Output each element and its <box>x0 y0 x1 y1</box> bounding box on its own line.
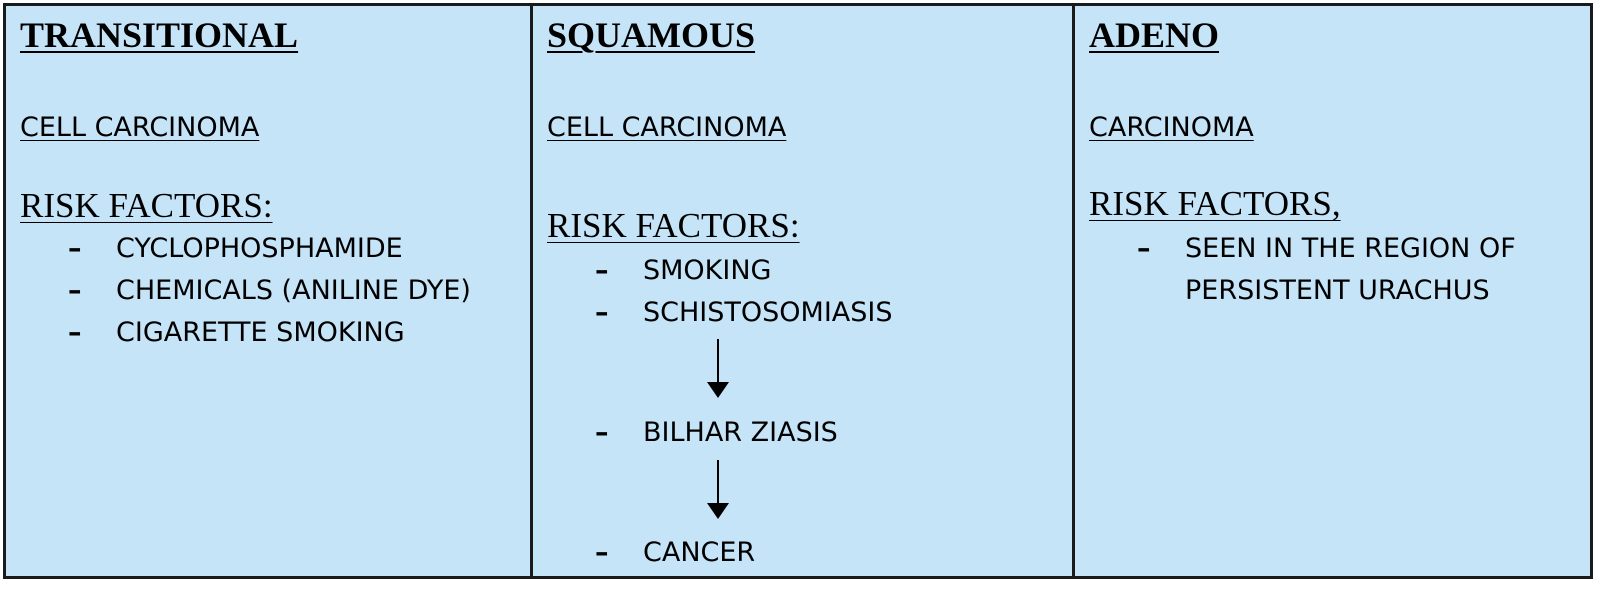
dash-bullet: – <box>68 275 82 306</box>
column-adeno: ADENO CARCINOMA RISK FACTORS, – SEEN IN … <box>1075 6 1590 576</box>
dash-bullet: – <box>595 417 609 448</box>
column-subtitle: CARCINOMA <box>1089 112 1254 143</box>
list-item: – SEEN IN THE REGION OF PERSISTENT URACH… <box>1137 228 1565 312</box>
dash-bullet: – <box>68 317 82 348</box>
list-item-text: BILHAR ZIASIS <box>643 417 838 448</box>
arrow-down-icon <box>707 460 729 519</box>
list-item-text: SMOKING <box>643 255 772 286</box>
column-subtitle: CELL CARCINOMA <box>547 112 787 143</box>
risk-factors-heading: RISK FACTORS: <box>547 206 800 245</box>
risk-factors-heading: RISK FACTORS: <box>20 186 273 225</box>
column-subtitle: CELL CARCINOMA <box>20 112 260 143</box>
list-item: – CANCER <box>595 532 755 574</box>
list-item: – SCHISTOSOMIASIS <box>595 292 893 334</box>
list-item-text: CANCER <box>643 537 756 568</box>
dash-bullet: – <box>595 255 609 286</box>
dash-bullet: – <box>595 297 609 328</box>
list-item-text: CHEMICALS (ANILINE DYE) <box>116 275 471 306</box>
carcinoma-table: TRANSITIONAL CELL CARCINOMA RISK FACTORS… <box>3 3 1593 579</box>
column-title: ADENO <box>1089 15 1220 55</box>
column-squamous: SQUAMOUS CELL CARCINOMA RISK FACTORS: – … <box>533 6 1075 576</box>
column-title: SQUAMOUS <box>547 15 756 55</box>
list-item-text: CYCLOPHOSPHAMIDE <box>116 233 403 264</box>
dash-bullet: – <box>1137 233 1151 264</box>
column-transitional: TRANSITIONAL CELL CARCINOMA RISK FACTORS… <box>6 6 533 576</box>
dash-bullet: – <box>68 233 82 264</box>
arrow-down-icon <box>707 339 729 398</box>
list-item-text: CIGARETTE SMOKING <box>116 317 405 348</box>
list-item-text: SCHISTOSOMIASIS <box>643 297 893 328</box>
list-item-text: SEEN IN THE REGION OF PERSISTENT URACHUS <box>1185 233 1516 306</box>
list-item: – SMOKING <box>595 250 771 292</box>
dash-bullet: – <box>595 537 609 568</box>
list-item: – CYCLOPHOSPHAMIDE <box>68 228 403 270</box>
risk-factors-heading: RISK FACTORS, <box>1089 184 1341 223</box>
list-item: – BILHAR ZIASIS <box>595 412 838 454</box>
list-item: – CHEMICALS (ANILINE DYE) <box>68 270 471 312</box>
column-title: TRANSITIONAL <box>20 15 299 55</box>
list-item: – CIGARETTE SMOKING <box>68 312 405 354</box>
